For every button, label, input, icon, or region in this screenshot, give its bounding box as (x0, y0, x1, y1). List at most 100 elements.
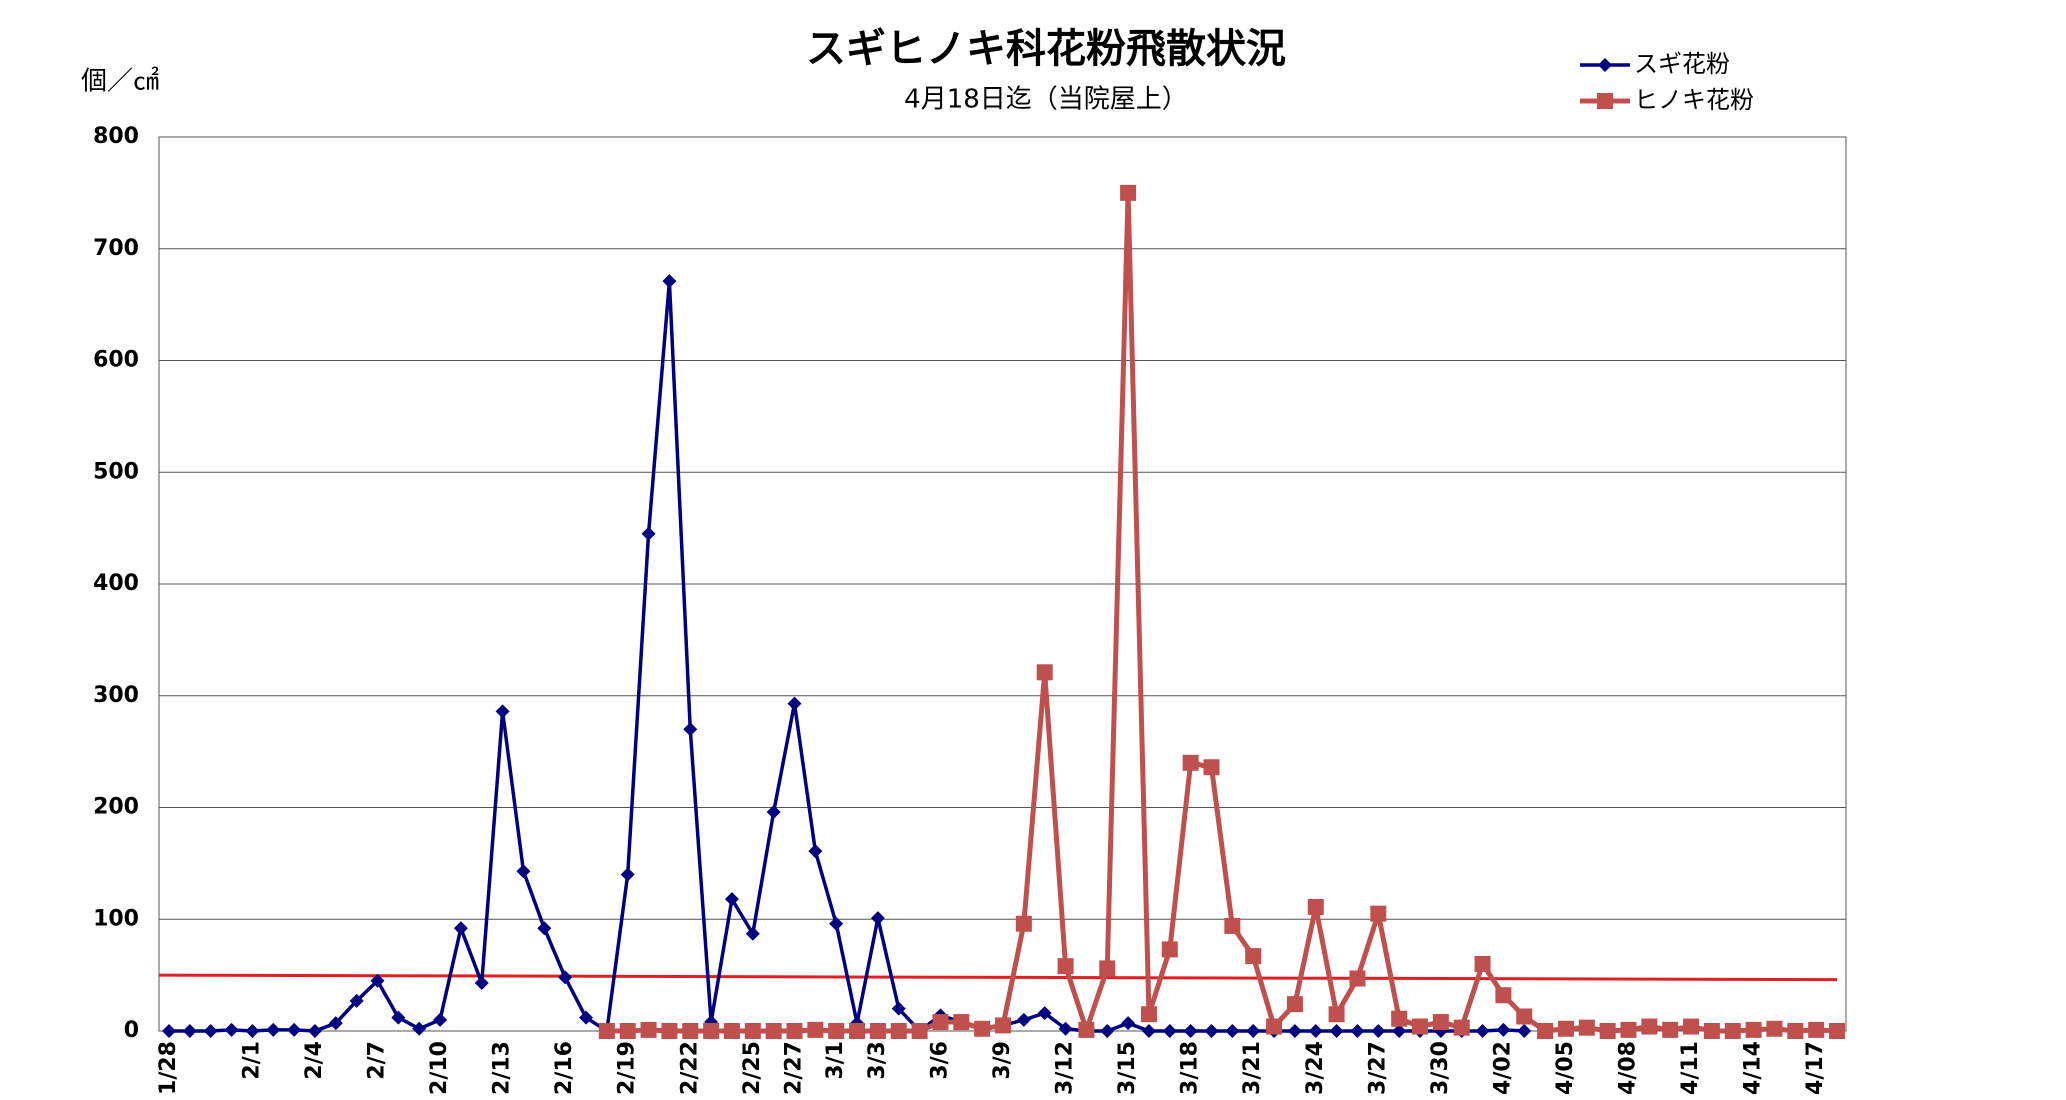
data-point (1495, 987, 1512, 1004)
data-point (1329, 1024, 1344, 1038)
data-point (1058, 1021, 1073, 1036)
data-point (1350, 1024, 1365, 1038)
data-point (1307, 898, 1324, 915)
data-point (1392, 1024, 1407, 1038)
data-point (1078, 1021, 1095, 1038)
data-point (474, 975, 489, 990)
x-tick-label: 4/17 (1803, 1041, 1828, 1095)
legend-marker (1598, 58, 1612, 72)
data-point (765, 1023, 782, 1039)
data-point (849, 1023, 866, 1039)
data-point (890, 1023, 907, 1039)
legend-label: スギ花粉 (1634, 50, 1730, 78)
legend-label: ヒノキ花粉 (1634, 86, 1754, 114)
data-point (745, 926, 760, 941)
data-point (1724, 1023, 1741, 1039)
y-tick-label: 400 (93, 571, 139, 596)
data-point (1474, 955, 1491, 972)
data-point (1120, 184, 1137, 201)
data-point (682, 1023, 699, 1039)
data-point (723, 1023, 740, 1039)
data-point (932, 1014, 949, 1031)
data-point (1475, 1024, 1490, 1038)
data-point (1203, 759, 1220, 776)
data-point (558, 970, 573, 985)
x-tick-label: 3/9 (990, 1041, 1015, 1080)
data-point (1057, 958, 1074, 975)
data-point (516, 864, 531, 879)
data-point (1286, 996, 1303, 1013)
data-point (1599, 1023, 1616, 1039)
x-tick-label: 3/27 (1365, 1041, 1390, 1095)
data-point (579, 1010, 593, 1025)
data-point (704, 1015, 719, 1030)
data-point (1308, 1024, 1323, 1038)
data-point (1662, 1021, 1679, 1038)
data-point (1246, 1024, 1261, 1038)
data-point (1432, 1014, 1449, 1031)
data-point (287, 1022, 302, 1037)
data-point (703, 1023, 720, 1039)
data-point (829, 916, 844, 931)
data-point (1037, 1006, 1052, 1021)
data-point (869, 1023, 886, 1039)
data-point (1808, 1021, 1825, 1038)
x-tick-label: 3/30 (1428, 1041, 1453, 1095)
y-tick-label: 100 (93, 906, 139, 931)
y-tick-label: 500 (93, 459, 139, 484)
data-point (1745, 1021, 1762, 1038)
y-tick-label: 600 (93, 348, 139, 373)
x-tick-label: 2/4 (302, 1041, 327, 1080)
data-point (662, 274, 677, 289)
reference-line (158, 973, 1838, 982)
series-line (606, 190, 1838, 1034)
data-point (412, 1021, 427, 1036)
x-tick-label: 2/27 (782, 1041, 807, 1095)
x-tick-label: 2/25 (740, 1041, 765, 1095)
data-point (808, 844, 823, 859)
data-point (307, 1024, 322, 1038)
data-point (1766, 1020, 1783, 1037)
data-point (1224, 917, 1241, 934)
data-point (1620, 1021, 1637, 1038)
data-point (620, 867, 635, 882)
data-point (870, 911, 885, 926)
x-tick-label: 4/05 (1553, 1041, 1578, 1095)
data-point (1496, 1022, 1511, 1037)
data-point (807, 1021, 824, 1038)
data-point (1578, 1019, 1595, 1036)
data-point (1015, 915, 1032, 932)
x-tick-label: 3/24 (1303, 1041, 1328, 1095)
data-point (1641, 1018, 1658, 1035)
x-tick-label: 3/1 (823, 1041, 848, 1080)
x-tick-label: 2/13 (490, 1041, 515, 1095)
data-point (224, 1022, 239, 1037)
y-axis-label: 個／㎠ (81, 67, 159, 97)
data-point (1703, 1023, 1720, 1039)
x-tick-label: 3/21 (1240, 1041, 1265, 1095)
data-point (640, 1021, 657, 1038)
data-point (1161, 941, 1178, 958)
x-tick-label: 2/22 (677, 1041, 702, 1095)
series-line (169, 279, 1525, 1033)
y-tick-label: 300 (93, 683, 139, 708)
data-point (1245, 948, 1262, 965)
x-tick-label: 2/7 (365, 1041, 390, 1080)
data-point (1517, 1024, 1532, 1038)
data-point (266, 1022, 281, 1037)
data-point (1121, 1016, 1136, 1031)
data-point (1141, 1024, 1156, 1038)
data-point (828, 1023, 845, 1039)
chart-title: スギヒノキ科花粉飛散状況 (806, 26, 1286, 72)
data-point (203, 1024, 218, 1038)
data-point (1557, 1020, 1574, 1037)
data-point (391, 1010, 406, 1025)
data-point (724, 892, 739, 907)
data-point (1371, 1024, 1386, 1038)
data-point (1516, 1008, 1533, 1025)
data-point (349, 993, 364, 1008)
data-point (911, 1023, 928, 1039)
data-point (1287, 1024, 1302, 1038)
